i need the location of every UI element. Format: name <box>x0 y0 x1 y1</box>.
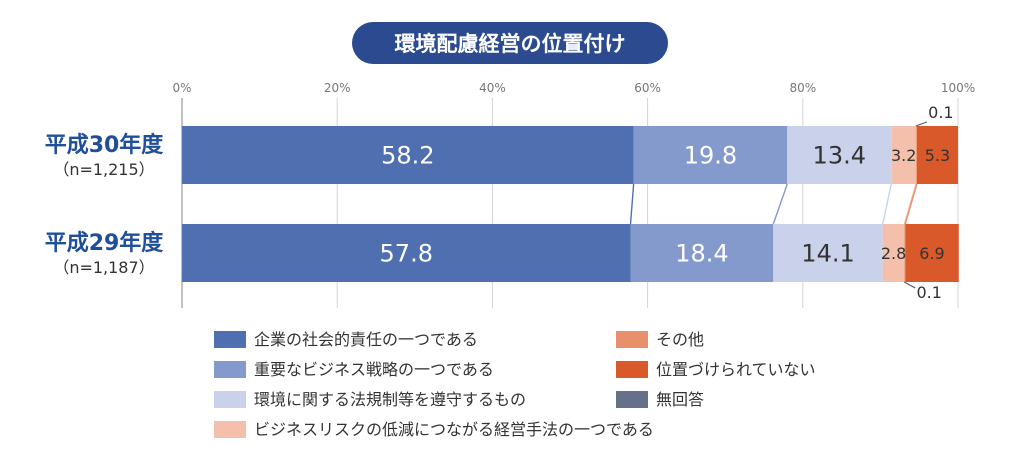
data-label: 5.3 <box>925 146 950 165</box>
legend-swatch <box>616 361 648 378</box>
bar-segment <box>787 126 892 184</box>
bar-segment <box>904 224 906 282</box>
legend: 企業の社会的責任の一つである重要なビジネス戦略の一つである環境に関する法規制等を… <box>214 330 816 439</box>
legend-label: 環境に関する法規制等を遵守するもの <box>254 390 526 409</box>
chart-title: 環境配慮経営の位置付け <box>395 32 626 56</box>
x-tick-label: 40% <box>479 81 506 95</box>
legend-label: 無回答 <box>656 390 704 409</box>
bar-segment <box>882 224 905 282</box>
legend-swatch <box>214 361 246 378</box>
x-tick-label: 20% <box>324 81 351 95</box>
data-label: 3.2 <box>891 146 916 165</box>
category-label: 平成30年度 <box>45 132 165 158</box>
bar-segment <box>891 126 917 184</box>
legend-label: 企業の社会的責任の一つである <box>254 330 478 349</box>
legend-label: 位置づけられていない <box>656 360 816 379</box>
connector-line <box>772 183 788 225</box>
data-label: 19.8 <box>684 142 737 170</box>
legend-swatch <box>616 391 648 408</box>
connector-line <box>903 183 917 225</box>
legend-swatch <box>616 331 648 348</box>
data-label: 58.2 <box>381 142 434 170</box>
chart-title-group: 環境配慮経営の位置付け <box>352 22 668 64</box>
category-sample-size: （n=1,187） <box>53 258 154 277</box>
legend-swatch <box>214 391 246 408</box>
x-tick-label: 100% <box>941 81 975 95</box>
bar-segment <box>916 126 917 184</box>
data-label-leader <box>903 281 916 289</box>
bar-segment <box>916 126 958 184</box>
category-labels: 平成30年度 （n=1,215） 平成29年度 （n=1,187） <box>45 132 165 277</box>
data-label: 2.8 <box>881 244 906 263</box>
data-label: 14.1 <box>801 240 854 268</box>
legend-swatch <box>214 331 246 348</box>
legend-label: ビジネスリスクの低減につながる経営手法の一つである <box>254 420 654 439</box>
x-tick-label: 60% <box>634 81 661 95</box>
x-tick-label: 80% <box>789 81 816 95</box>
legend-swatch <box>214 421 246 438</box>
bar-segment <box>182 126 634 184</box>
data-label: 0.1 <box>917 283 942 302</box>
chart-title-pill <box>352 22 668 64</box>
connector-line <box>904 183 918 225</box>
bar-segment <box>633 126 788 184</box>
legend-label: 重要なビジネス戦略の一つである <box>254 360 494 379</box>
data-label-leader <box>915 121 928 127</box>
x-tick-label: 0% <box>172 81 191 95</box>
data-label: 6.9 <box>919 244 944 263</box>
data-label: 13.4 <box>813 142 866 170</box>
bar-segment <box>182 224 631 282</box>
data-label: 18.4 <box>675 240 728 268</box>
legend-label: その他 <box>656 330 704 349</box>
bar-segment <box>905 224 959 282</box>
data-label: 0.1 <box>928 103 953 122</box>
category-label: 平成29年度 <box>45 230 165 256</box>
bar-segment <box>773 224 883 282</box>
connector-line <box>882 183 892 225</box>
connector-line <box>629 183 635 225</box>
bars: 58.2 19.8 13.4 3.2 0.1 5.3 57.8 18.4 14.1 2.8 0.1 6… <box>182 103 959 302</box>
data-label: 57.8 <box>380 240 433 268</box>
category-sample-size: （n=1,215） <box>53 160 154 179</box>
connector-lines <box>629 183 918 225</box>
bar-segment <box>630 224 774 282</box>
